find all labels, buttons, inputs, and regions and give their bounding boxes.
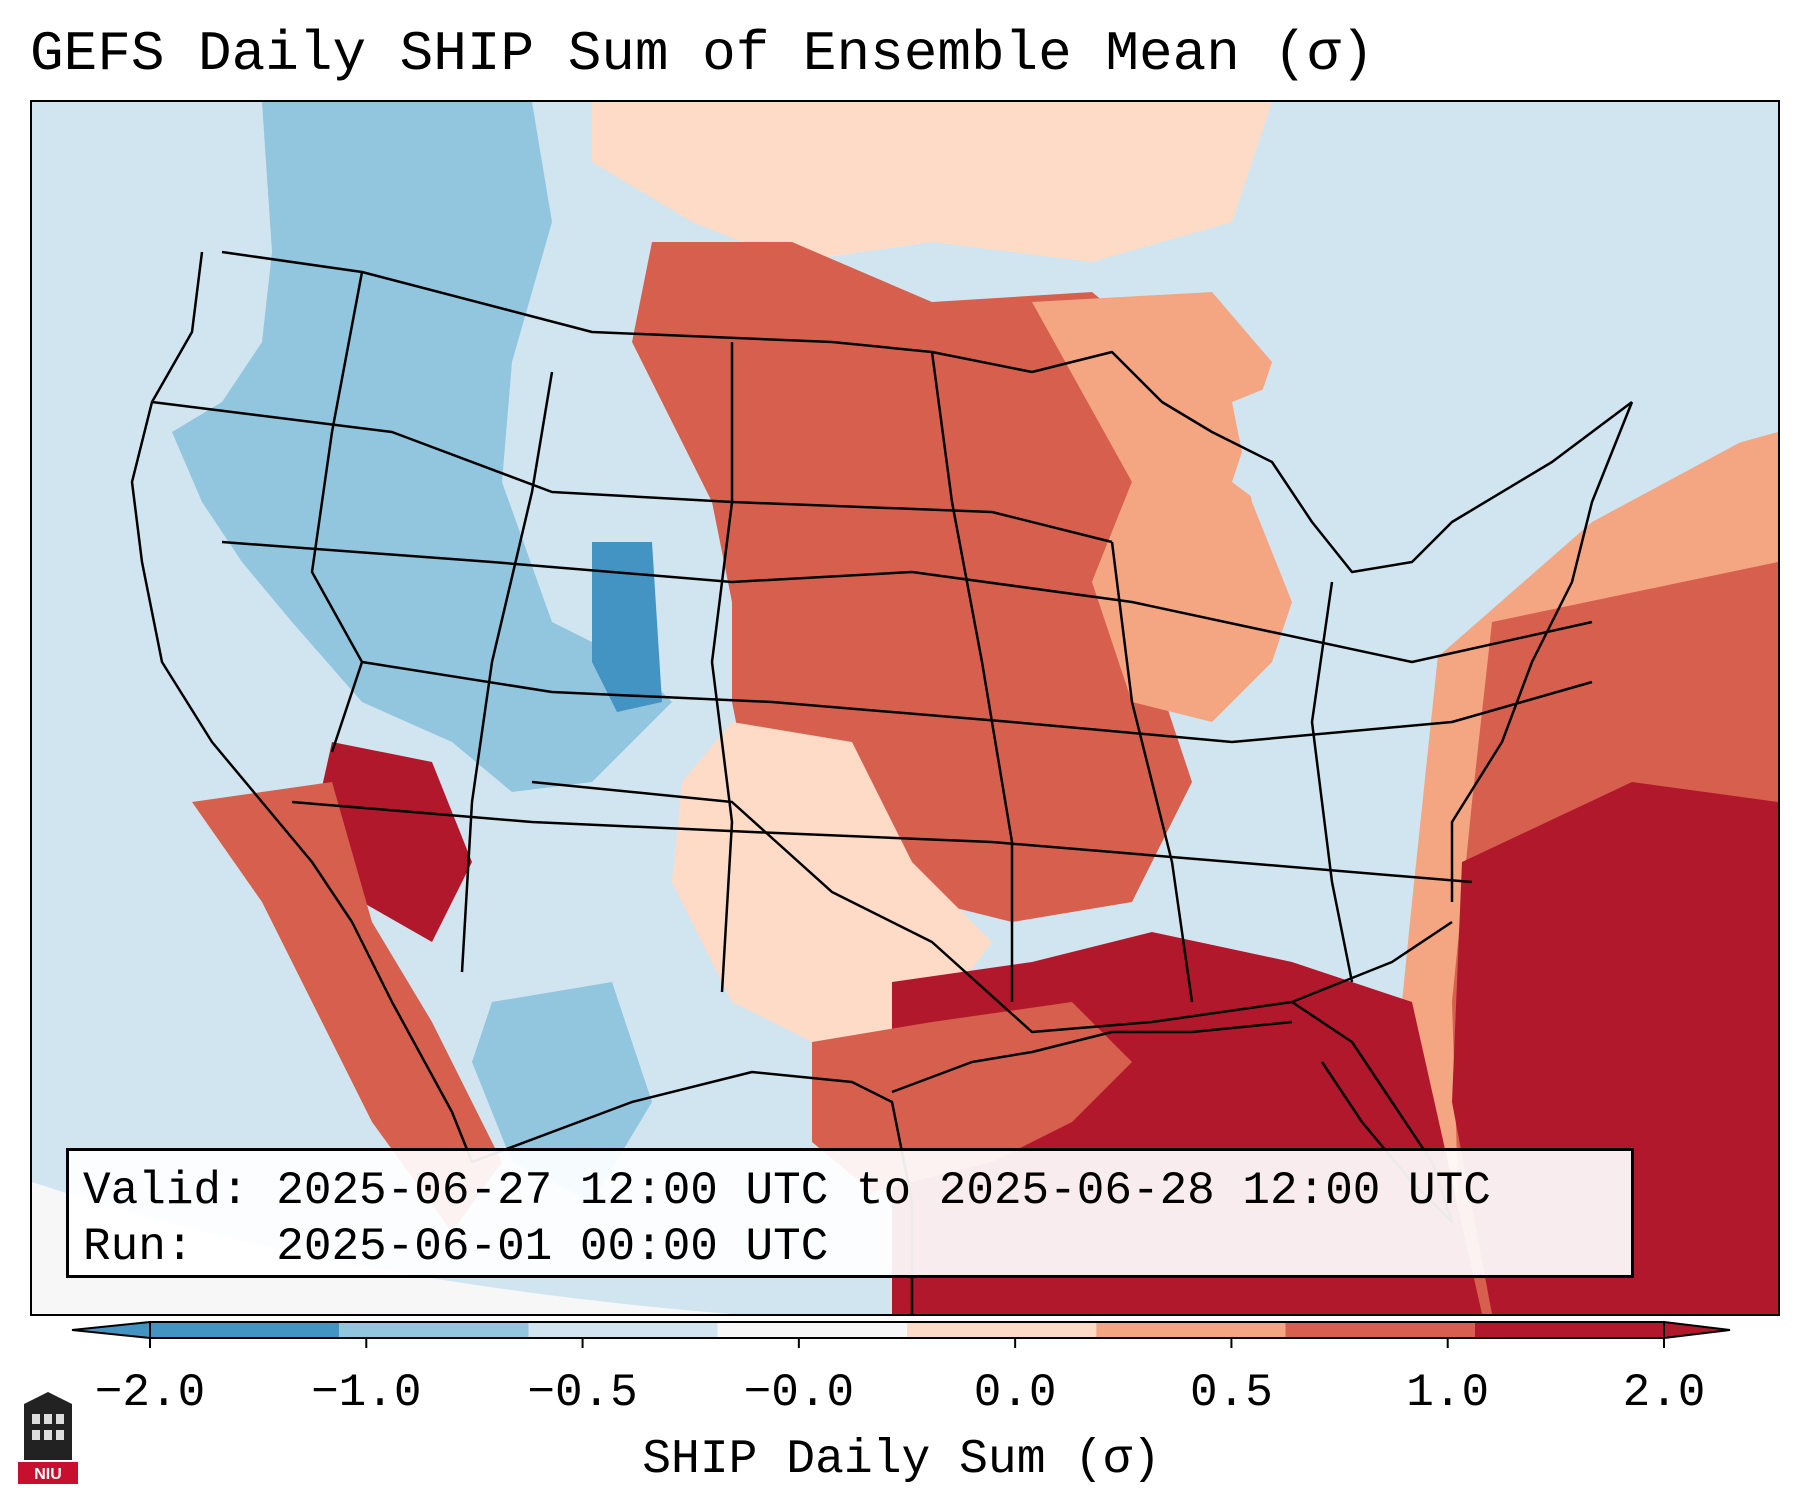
field-weak-pos-north: [592, 102, 1272, 262]
map-field: [32, 102, 1778, 1314]
chart-title: GEFS Daily SHIP Sum of Ensemble Mean (σ): [30, 22, 1375, 86]
state-line-1: [151, 400, 1113, 544]
state-line-vert-1: [310, 271, 364, 753]
field-outside-domain: [32, 1182, 732, 1314]
colorbar-tick-label: 0.0: [973, 1367, 1057, 1419]
field-high-pos-baja: [192, 782, 502, 1232]
colorbar-bin: [717, 1322, 907, 1338]
field-strong-neg-colorado: [592, 542, 662, 712]
colorbar-tick-label: 0.5: [1190, 1367, 1273, 1419]
field-strong-pos-southwest: [312, 742, 472, 942]
colorbar-tick-label: −1.0: [311, 1367, 422, 1419]
run-time-line: Run: 2025-06-01 00:00 UTC: [83, 1221, 829, 1273]
colorbar-bin: [339, 1322, 529, 1338]
field-mod-neg-southwest: [472, 982, 652, 1202]
svg-text:NIU: NIU: [34, 1466, 62, 1483]
colorbar-bin: [1096, 1322, 1286, 1338]
colorbar-outline: [149, 1321, 1665, 1339]
colorbar-tick-label: −0.5: [527, 1367, 638, 1419]
field-mod-neg-northwest: [172, 102, 672, 792]
state-line-vert-2: [460, 371, 554, 973]
state-line-3: [361, 660, 1593, 744]
map-panel: [30, 100, 1780, 1316]
colorbar-bin: [528, 1322, 718, 1338]
colorbar-bin: [1285, 1322, 1475, 1338]
cbar-extend-left: [71, 1320, 151, 1340]
canada-border: [221, 250, 1033, 374]
colorbar-tick-label: −0.0: [743, 1367, 855, 1419]
cbar-extend-right: [1663, 1320, 1731, 1340]
colorbar-tick-label: 2.0: [1622, 1367, 1706, 1419]
state-line-vert-4: [930, 351, 1014, 1002]
state-line-vert-5: [1110, 541, 1194, 1003]
boundaries: [130, 250, 1634, 1314]
great-lakes-outline: [1031, 350, 1633, 574]
field-weak-neg-northeast: [1232, 202, 1778, 702]
east-coast: [1450, 401, 1634, 902]
state-line-5: [531, 780, 1453, 1034]
valid-run-box: Valid: 2025-06-27 12:00 UTC to 2025-06-2…: [66, 1148, 1634, 1278]
colorbar-bin: [1474, 1322, 1664, 1338]
state-line-4: [291, 800, 1473, 884]
valid-time-line: Valid: 2025-06-27 12:00 UTC to 2025-06-2…: [83, 1165, 1491, 1217]
niu-logo: NIU: [18, 1392, 78, 1484]
colorbar-bin: [150, 1322, 340, 1338]
field-high-pos-gulf: [812, 1002, 1132, 1192]
colorbar-tick-label: 1.0: [1406, 1367, 1490, 1419]
colorbar-tick-label: −2.0: [94, 1367, 206, 1419]
state-line-vert-6: [1310, 581, 1354, 983]
state-line-vert-3: [710, 342, 734, 993]
field-weak-pos-south-plains: [672, 722, 992, 1042]
gulf-coast: [891, 1020, 1293, 1094]
state-line-2: [221, 540, 1593, 664]
colorbar-bin: [907, 1322, 1097, 1338]
colorbar-label: SHIP Daily Sum (σ): [642, 1433, 1161, 1487]
